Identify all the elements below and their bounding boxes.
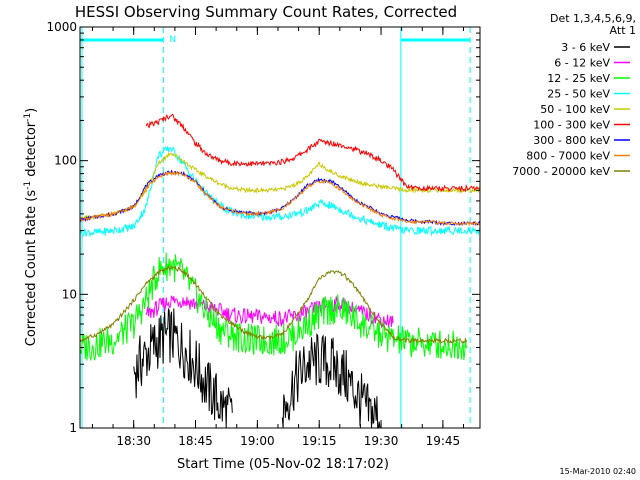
x-tick-label: 18:45 (178, 434, 213, 448)
y-tick-label: 1 (69, 421, 77, 435)
y-axis-label-sup1: -1 (23, 181, 33, 190)
x-tick-label: 19:00 (240, 434, 275, 448)
y-axis-label-end: ) (24, 108, 39, 113)
legend-label: 50 - 100 keV (540, 103, 610, 116)
legend-label: 300 - 800 keV (533, 134, 610, 147)
series-line-1 (133, 308, 381, 429)
series-line-3 (79, 252, 468, 362)
legend-label: 12 - 25 keV (547, 72, 610, 85)
y-axis-label-mid: detector (24, 121, 39, 181)
chart-axes: 1 10 100 1000 18:30 18:45 19:00 19:15 19:30 19:45 (46, 20, 480, 448)
x-tick-label: 18:30 (116, 434, 151, 448)
y-tick-label: 10 (62, 287, 77, 301)
legend-label: 25 - 50 keV (547, 88, 610, 101)
legend-header-1: Att 1 (610, 24, 636, 37)
y-tick-label: 100 (54, 154, 77, 168)
series-line-7 (79, 169, 481, 227)
legend-label: 3 - 6 keV (561, 41, 610, 54)
series-line-9 (79, 264, 468, 345)
y-axis-label-sup2: -1 (23, 113, 33, 122)
y-axis-label-main: Corrected Count Rate (s (24, 190, 39, 347)
series-line-6 (145, 113, 481, 193)
legend-label: 7000 - 20000 keV (512, 165, 610, 178)
x-axis-label: Start Time (05-Nov-02 18:17:02) (177, 457, 389, 472)
x-tick-label: 19:45 (426, 434, 461, 448)
x-tick-label: 19:30 (364, 434, 399, 448)
annotation-0: N (169, 35, 176, 45)
chart-legend: Det 1,3,4,5,6,9,Att 13 - 6 keV 6 - 12 keV… (512, 12, 636, 178)
chart-series-layer (79, 113, 481, 429)
legend-label: 800 - 7000 keV (526, 150, 610, 163)
x-tick-label: 19:15 (302, 434, 337, 448)
legend-label: 100 - 300 keV (533, 119, 610, 132)
series-line-2 (145, 295, 394, 329)
series-line-8 (79, 170, 481, 227)
legend-label: 6 - 12 keV (554, 57, 610, 70)
series-line-4 (79, 146, 481, 238)
chart-title: HESSI Observing Summary Count Rates, Cor… (75, 3, 457, 21)
y-axis-label: Corrected Count Rate (s-1 detector-1) (23, 108, 39, 346)
plot-frame (79, 26, 481, 429)
y-tick-label: 1000 (46, 20, 77, 34)
legend-header-0: Det 1,3,4,5,6,9, (550, 12, 636, 25)
footer-timestamp: 15-Mar-2010 02:40 (560, 467, 637, 476)
series-line-5 (79, 151, 481, 221)
